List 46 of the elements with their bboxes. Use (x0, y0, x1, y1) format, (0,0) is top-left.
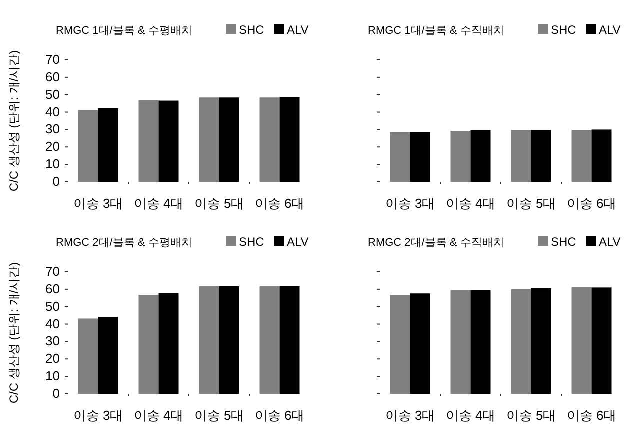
x-tick-label: 이송 6대 (566, 408, 617, 423)
x-tick-label: 이송 5대 (506, 196, 556, 211)
y-tick-label: 30 (46, 122, 60, 137)
y-tick-label: 20 (46, 351, 60, 366)
x-tick-label: 이송 4대 (134, 408, 184, 423)
y-axis-title: C/C 생산성 (단위: 개/시간) (7, 50, 21, 192)
legend-label: SHC (551, 235, 577, 249)
legend-label: ALV (599, 235, 621, 249)
legend-label: SHC (239, 235, 265, 249)
legend-label: ALV (287, 23, 309, 37)
x-tick-label: 이송 6대 (254, 408, 305, 423)
x-tick-label: 이송 6대 (566, 196, 617, 211)
x-tick-label: 이송 5대 (506, 408, 556, 423)
x-tick-label: 이송 3대 (73, 196, 124, 211)
y-tick-label: 10 (46, 156, 60, 172)
chart-title: RMGC 2대/블록 & 수평배치 (56, 237, 192, 249)
chart-title: RMGC 1대/블록 & 수평배치 (56, 25, 192, 37)
x-tick-label: 이송 4대 (446, 408, 496, 423)
x-tick-label: 이송 3대 (385, 196, 436, 211)
y-tick-label: 50 (46, 86, 60, 102)
y-tick-label: 60 (46, 281, 60, 296)
x-tick-label: 이송 4대 (134, 196, 184, 211)
y-tick-label: 40 (46, 316, 60, 332)
x-tick-label: 이송 5대 (194, 408, 244, 423)
y-tick-label: 70 (46, 264, 60, 279)
x-tick-label: 이송 5대 (194, 196, 244, 211)
y-tick-label: 30 (46, 334, 60, 349)
y-tick-label: 70 (46, 52, 60, 67)
legend-label: SHC (239, 23, 265, 37)
chart-title: RMGC 2대/블록 & 수직배치 (368, 237, 504, 249)
y-tick-label: 50 (46, 298, 60, 314)
x-tick-label: 이송 4대 (446, 196, 496, 211)
x-tick-label: 이송 3대 (385, 408, 436, 423)
x-tick-label: 이송 3대 (73, 408, 124, 423)
y-tick-label: 10 (46, 368, 60, 384)
y-tick-label: 0 (52, 386, 60, 401)
y-tick-label: 60 (46, 69, 60, 84)
y-tick-label: 0 (52, 174, 60, 189)
x-tick-label: 이송 6대 (254, 196, 305, 211)
y-tick-label: 40 (46, 104, 60, 120)
legend-label: SHC (551, 23, 577, 37)
legend-label: ALV (599, 23, 621, 37)
legend-label: ALV (287, 235, 309, 249)
y-tick-label: 20 (46, 139, 60, 154)
y-axis-title: C/C 생산성 (단위: 개/시간) (7, 262, 21, 404)
chart-title: RMGC 1대/블록 & 수직배치 (368, 25, 504, 37)
